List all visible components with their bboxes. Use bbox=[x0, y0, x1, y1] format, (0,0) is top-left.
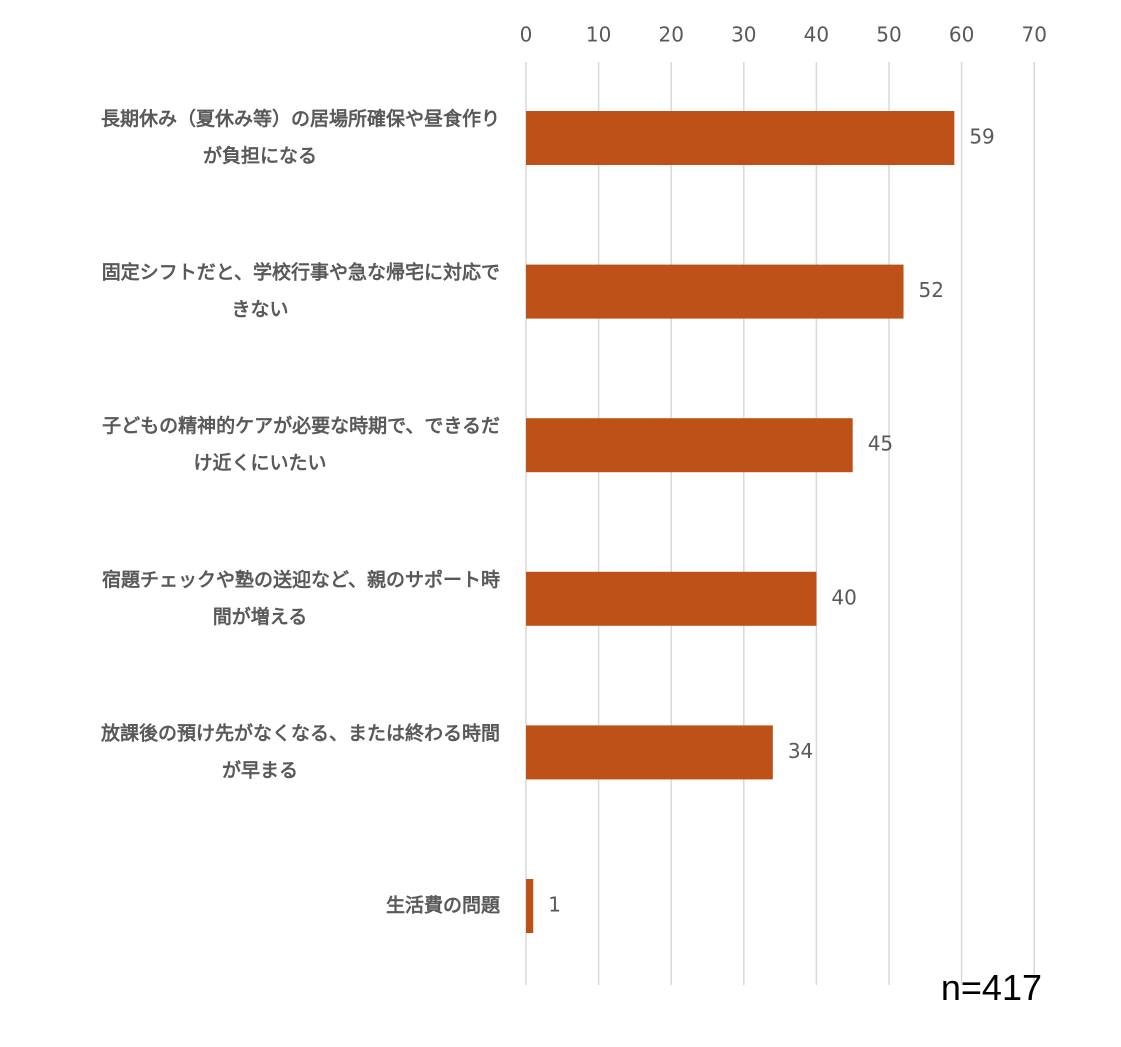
bar bbox=[526, 111, 955, 165]
bar bbox=[526, 879, 534, 933]
category-label: 放課後の預け先がなくなる、または終わる時間 bbox=[100, 721, 500, 744]
x-axis-ticks: 0 10 20 30 40 50 60 70 bbox=[520, 23, 1047, 47]
bar-value-label: 34 bbox=[788, 739, 813, 763]
bar bbox=[526, 571, 817, 626]
x-tick-label: 50 bbox=[876, 23, 901, 47]
bar-value-label: 1 bbox=[548, 893, 561, 917]
bars bbox=[526, 111, 955, 933]
bar bbox=[526, 725, 773, 780]
category-label: が負担になる bbox=[203, 144, 317, 167]
category-label: きない bbox=[231, 299, 288, 321]
bar-value-label: 52 bbox=[919, 278, 944, 302]
category-label: 宿題チェックや塾の送迎など、親のサポート時 bbox=[102, 568, 500, 591]
data-labels: 59 52 45 40 34 1 bbox=[548, 125, 995, 917]
x-tick-label: 0 bbox=[520, 23, 533, 47]
x-tick-label: 30 bbox=[731, 23, 756, 47]
bar bbox=[526, 264, 904, 319]
category-label: 子どもの精神的ケアが必要な時期で、できるだ bbox=[102, 414, 500, 437]
bar bbox=[526, 418, 853, 473]
category-label: 生活費の問題 bbox=[386, 894, 501, 917]
category-label: 長期休み（夏休み等）の居場所確保や昼食作り bbox=[101, 107, 500, 130]
category-label: け近くにいたい bbox=[193, 452, 326, 474]
x-tick-label: 20 bbox=[658, 23, 683, 47]
x-tick-label: 60 bbox=[949, 23, 974, 47]
category-label: が早まる bbox=[222, 758, 298, 781]
category-labels: 長期休み（夏休み等）の居場所確保や昼食作りが負担になる固定シフトだと、学校行事や… bbox=[100, 107, 501, 917]
bar-value-label: 40 bbox=[831, 585, 856, 609]
gridlines bbox=[525, 62, 1035, 985]
category-label: 間が増える bbox=[213, 605, 307, 628]
bar-value-label: 59 bbox=[969, 125, 994, 149]
bar-value-label: 45 bbox=[868, 432, 893, 456]
x-tick-label: 40 bbox=[804, 23, 829, 47]
x-tick-label: 10 bbox=[586, 23, 611, 47]
sample-size-note: n=417 bbox=[941, 967, 1042, 1008]
x-tick-label: 70 bbox=[1021, 23, 1046, 47]
category-label: 固定シフトだと、学校行事や急な帰宅に対応で bbox=[102, 261, 500, 284]
